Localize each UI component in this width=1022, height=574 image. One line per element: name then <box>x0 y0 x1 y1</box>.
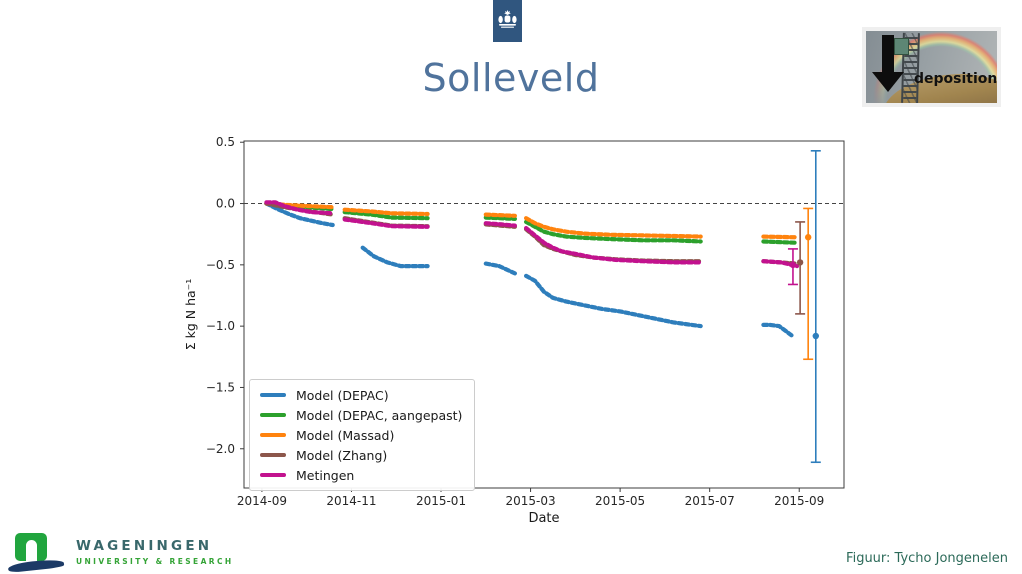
series-line <box>524 225 703 265</box>
y-tick-label: 0.0 <box>216 197 235 211</box>
x-tick-label: 2015-03 <box>505 494 555 508</box>
series-line <box>761 234 800 240</box>
series-line <box>524 273 703 329</box>
legend-swatch <box>260 453 286 457</box>
wageningen-subtitle: UNIVERSITY & RESEARCH <box>76 557 234 566</box>
wageningen-name: WAGENINGEN <box>76 538 213 554</box>
y-axis-label: Σ kg N ha⁻¹ <box>183 279 198 351</box>
legend-swatch <box>260 413 286 417</box>
x-tick-label: 2015-01 <box>416 494 466 508</box>
legend-label: Metingen <box>296 467 355 483</box>
error-bar-marker <box>789 261 797 269</box>
legend-item: Model (DEPAC, aangepast) <box>260 407 464 423</box>
deposition-figure: deposition <box>862 27 1001 107</box>
x-axis-label: Date <box>528 511 559 526</box>
y-tick-label: −0.5 <box>206 258 235 272</box>
down-arrow-icon <box>871 35 905 92</box>
legend-item: Model (DEPAC) <box>260 387 464 403</box>
y-tick-label: −1.0 <box>206 319 235 333</box>
x-tick-label: 2015-09 <box>774 494 824 508</box>
series-line <box>360 245 430 269</box>
wageningen-logo: WAGENINGEN UNIVERSITY & RESEARCH <box>7 533 234 573</box>
legend-swatch <box>260 393 286 397</box>
cumulative-deposition-chart: 0.5 0.0 −0.5 −1.0 −1.5 −2.0 2014-09 2014-11 2015… <box>182 131 862 533</box>
legend-item: Metingen <box>260 467 464 483</box>
x-tick-label: 2014-09 <box>237 494 287 508</box>
series-line <box>342 217 430 229</box>
series-line <box>342 207 430 217</box>
legend-swatch <box>260 473 286 477</box>
series-line <box>483 212 517 218</box>
y-tick-label: −2.0 <box>206 442 235 456</box>
deposition-photo: deposition <box>866 31 997 103</box>
error-bar-marker <box>804 234 812 241</box>
rijksoverheid-logo <box>493 0 522 42</box>
figure-credit: Figuur: Tycho Jongenelen <box>846 551 1008 566</box>
x-tick-label: 2015-07 <box>685 494 735 508</box>
legend-swatch <box>260 433 286 437</box>
page-title: Solleveld <box>422 56 600 100</box>
series-line <box>342 209 430 221</box>
series-line <box>483 221 517 228</box>
legend: Model (DEPAC) Model (DEPAC, aangepast) Mod… <box>249 379 475 491</box>
legend-label: Model (Massad) <box>296 427 395 443</box>
series-line <box>264 201 335 228</box>
instrument-box <box>894 38 909 55</box>
series-line <box>264 200 335 216</box>
plot-frame <box>243 140 845 489</box>
series-line <box>483 215 517 222</box>
legend-item: Model (Massad) <box>260 427 464 443</box>
series-line <box>524 216 703 239</box>
error-bar-marker <box>812 332 819 340</box>
series-line <box>524 219 703 244</box>
series-line <box>761 322 795 339</box>
legend-item: Model (Zhang) <box>260 447 464 463</box>
rijksoverheid-emblem-icon <box>498 10 517 28</box>
series-line <box>761 239 800 245</box>
deposition-label: deposition <box>914 71 997 87</box>
error-bar-marker <box>796 259 804 266</box>
legend-label: Model (DEPAC) <box>296 387 389 403</box>
legend-label: Model (DEPAC, aangepast) <box>296 407 463 423</box>
y-tick-label: −1.5 <box>206 380 235 394</box>
legend-label: Model (Zhang) <box>296 447 388 463</box>
series-line <box>483 261 517 276</box>
x-tick-label: 2014-11 <box>326 494 376 508</box>
x-tick-label: 2015-05 <box>595 494 645 508</box>
wageningen-mark-icon <box>7 533 66 573</box>
y-tick-label: 0.5 <box>216 135 235 149</box>
chart-canvas: 0.5 0.0 −0.5 −1.0 −1.5 −2.0 2014-09 2014-11 2015… <box>183 135 845 526</box>
